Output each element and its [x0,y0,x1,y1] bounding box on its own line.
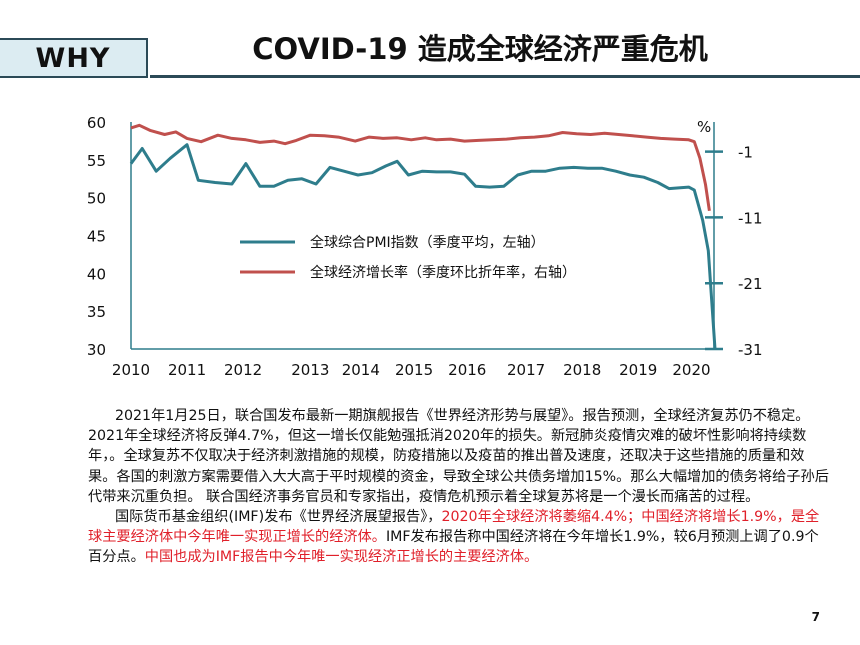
legend-label: 全球综合PMI指数（季度平均，左轴） [310,234,545,251]
paragraph-un-report: 2021年1月25日，联合国发布最新一期旗舰报告《世界经济形势与展望》。报告预测… [88,408,829,505]
x-tick-label: 2015 [395,361,433,379]
chart-series [129,123,717,350]
left-tick-label: 50 [87,190,106,208]
left-tick-label: 30 [87,341,106,359]
left-tick-label: 55 [87,152,106,170]
legend-label: 全球经济增长率（季度环比折年率，右轴） [310,264,576,281]
why-tag: WHY [0,38,148,78]
left-tick-label: 40 [87,265,106,283]
imf-highlight-1: 2020年全球经济将萎缩4.4%；中国经济将增长1.9%，是全球主要经济体中今年… [88,509,820,546]
left-tick-label: 35 [87,303,106,321]
chart-frame [130,122,715,350]
x-tick-label: 2017 [507,361,545,379]
x-tick-label: 2013 [291,361,329,379]
imf-intro: 国际货币基金组织(IMF)发布《世界经济展望报告》， [114,509,442,526]
dual-axis-line-chart: 30 35 40 45 50 55 60 -1 -11 -21 -31% 2010 2011 2012… [87,114,763,379]
right-tick-label: -31 [738,341,763,359]
left-axis-ticks: 30 35 40 45 50 55 60 [87,114,106,359]
x-tick-label: 2016 [448,361,486,379]
pmi-series-line [129,143,717,350]
left-tick-label: 45 [87,228,106,246]
imf-detail: IMF发布报告称中国经济将在今年增长1.9%，较6月预测上调了0.9个百分点。 [88,529,819,566]
x-tick-label: 2011 [168,361,206,379]
paragraph-imf-report: 国际货币基金组织(IMF)发布《世界经济展望报告》，2020年全球经济将萎缩4.… [88,507,830,568]
x-tick-label: 2020 [672,361,710,379]
growth-series-line [130,123,711,212]
slide-title: COVID-19 造成全球经济严重危机 [252,32,708,66]
x-tick-label: 2012 [224,361,262,379]
x-tick-label: 2014 [342,361,380,379]
title-underline [150,75,860,78]
unit-label: % [697,118,711,136]
imf-highlight-2: 中国也成为IMF报告中今年唯一实现经济正增长的主要经济体。 [144,549,539,566]
right-tick-label: -21 [738,275,763,293]
right-tick-label: -1 [738,144,753,162]
x-tick-label: 2019 [619,361,657,379]
body-text: 2021年1月25日，联合国发布最新一期旗舰报告《世界经济形势与展望》。报告预测… [88,406,830,568]
page-number: 7 [811,610,820,624]
x-tick-label: 2018 [563,361,601,379]
right-tick-label: -11 [738,209,763,227]
left-tick-label: 60 [87,114,106,132]
x-axis-ticks: 2010 2011 2012 2013 2014 2015 2016 2017 2018 2019… [112,361,711,379]
chart-legend: 全球综合PMI指数（季度平均，左轴） 全球经济增长率（季度环比折年率，右轴） [240,234,576,281]
x-tick-label: 2010 [112,361,150,379]
